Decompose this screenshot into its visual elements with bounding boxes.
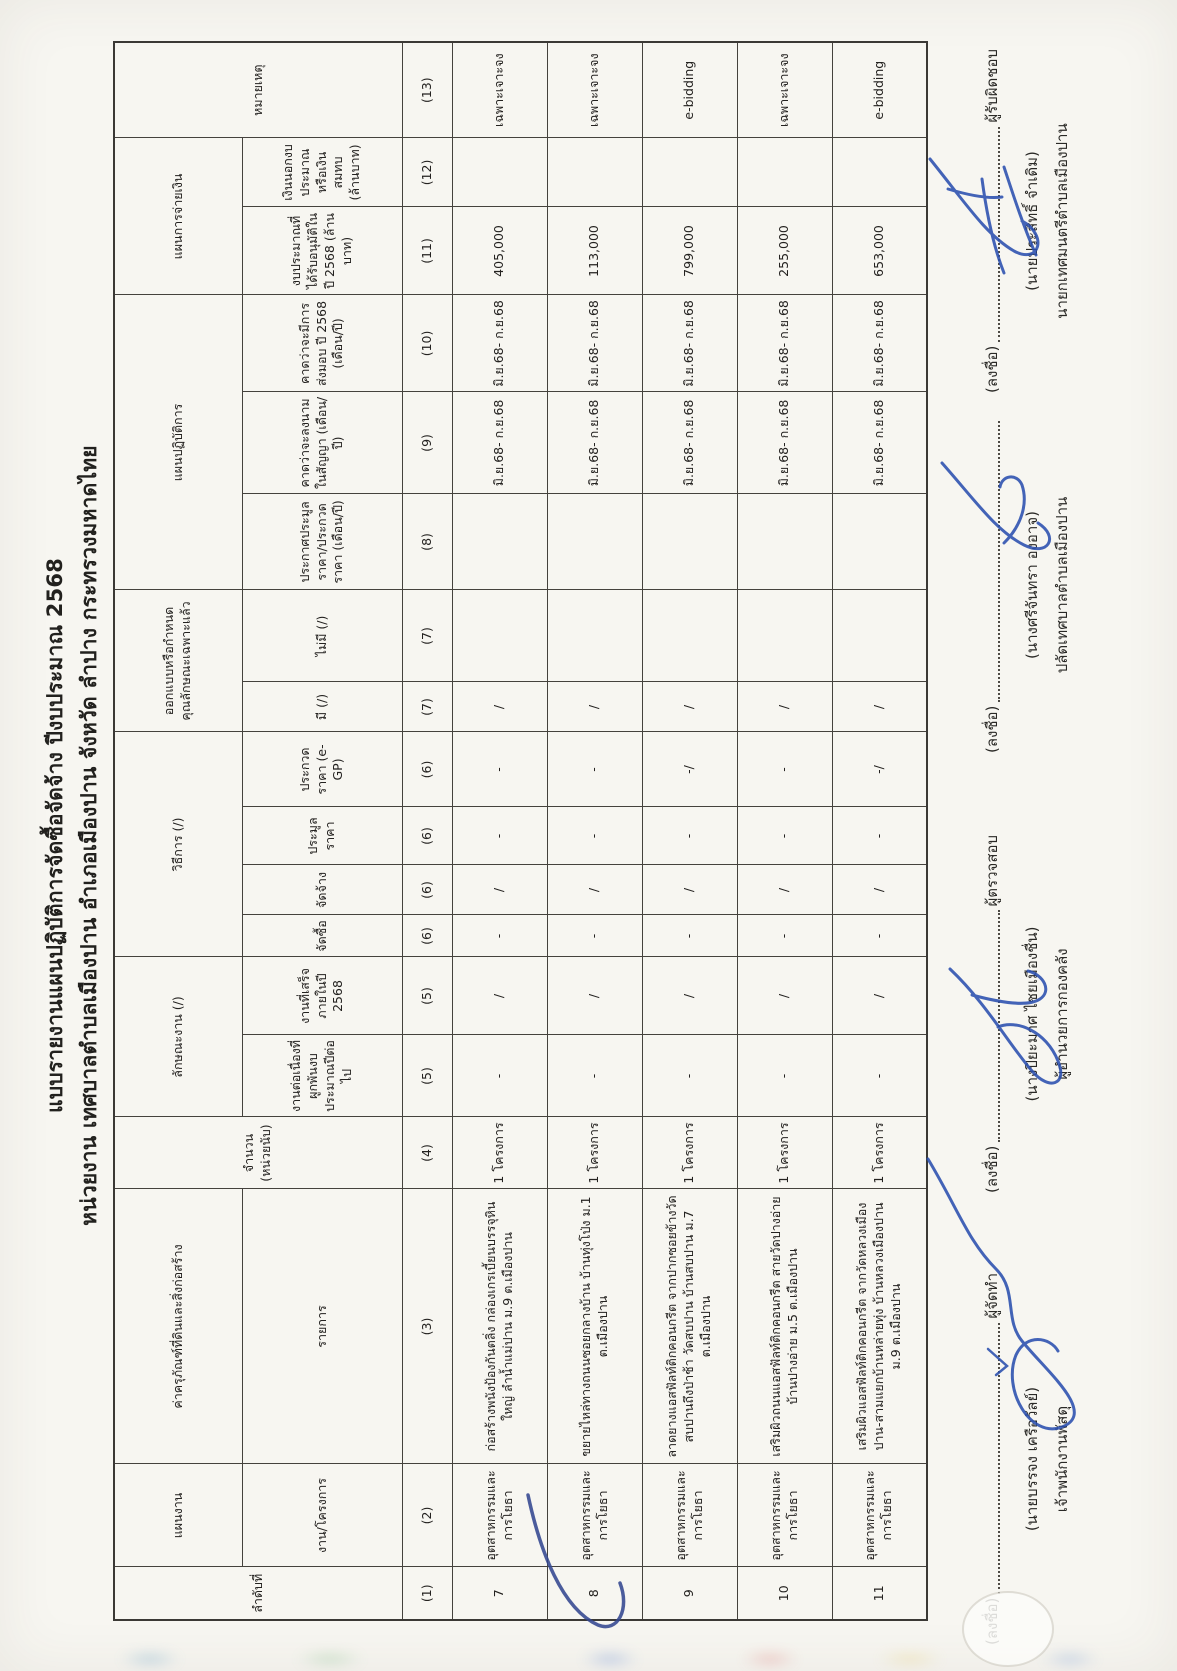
signer-name: (นายบรรจง เครือวัลย์) (1023, 1386, 1041, 1532)
signer-name: (นายประสิทธิ์ จำเดิม) (1023, 151, 1041, 291)
sign-label: (ลงชื่อ) (983, 705, 1001, 753)
signer-title: นายกเทศมนตรีตำบลเมืองปาน (1053, 123, 1071, 319)
signer-title: ปลัดเทศบาลตำบลเมืองปาน (1053, 496, 1071, 674)
dotted-line (988, 1322, 1000, 1594)
signer-title: เจ้าพนักงานพัสดุ (1053, 1405, 1071, 1513)
sign-label: (ลงชื่อ) (983, 1145, 1001, 1193)
dotted-line (988, 910, 1000, 1142)
signature-block: (ลงชื่อ) (นางศรีจันทรา องอาจ) ปลัดเทศบาลตำ… (980, 417, 1074, 753)
dotted-line (988, 421, 1000, 702)
signer-role: ผู้ตรวจสอบ (983, 835, 1001, 907)
signature-block: (ลงชื่อ) ผู้ตรวจสอบ (นางปิยะมาศ ไชยเมืองชื… (980, 835, 1074, 1193)
signature-block: (ลงชื่อ) ผู้รับผิดชอบ (นายประสิทธิ์ จำเดิม… (980, 49, 1074, 393)
dotted-line (988, 126, 1000, 342)
signer-title: ผู้อำนวยการกองคลัง (1053, 948, 1071, 1080)
signer-role: ผู้จัดทำ (983, 1273, 1001, 1319)
signer-role: ผู้รับผิดชอบ (983, 49, 1001, 123)
signer-name: (นางปิยะมาศ ไชยเมืองชื่น) (1023, 926, 1041, 1102)
signer-name: (นางศรีจันทรา องอาจ) (1023, 511, 1041, 660)
signature-block: (ลงชื่อ) ผู้จัดทำ (นายบรรจง เครือวัลย์) เจ้… (980, 1273, 1074, 1645)
sign-label: (ลงชื่อ) (983, 1597, 1001, 1645)
sign-label: (ลงชื่อ) (983, 345, 1001, 393)
